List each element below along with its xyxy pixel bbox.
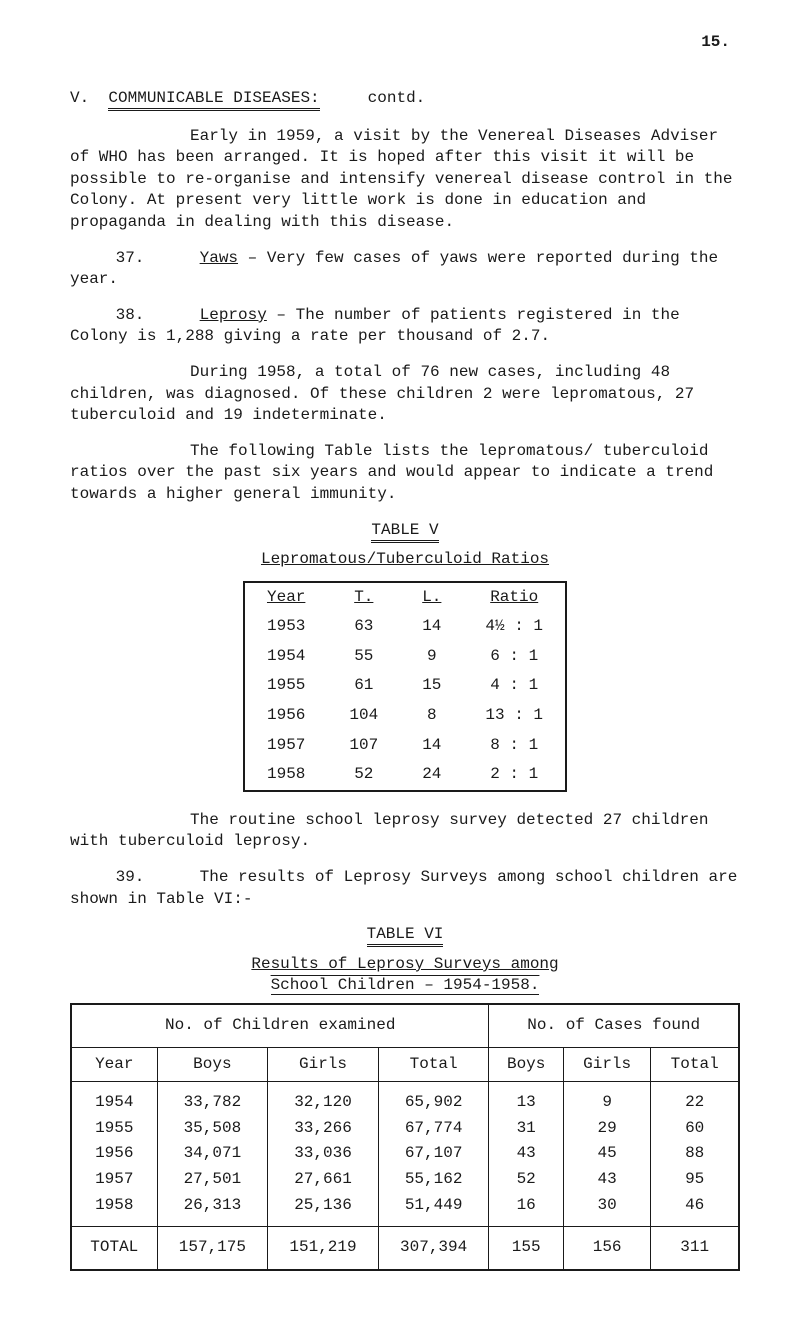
paragraph-routine-survey: The routine school leprosy survey detect… [70, 810, 740, 853]
page-number: 15. [701, 32, 730, 54]
para-37-number: 37. [70, 248, 190, 270]
section-heading: V. COMMUNICABLE DISEASES: contd. [70, 88, 740, 110]
section-contd: contd. [368, 89, 426, 107]
table-vi-group-found: No. of Cases found [489, 1004, 739, 1047]
para-38-topic: Leprosy [200, 306, 267, 324]
table-v-label: TABLE V [70, 520, 740, 542]
paragraph-39: 39. The results of Leprosy Surveys among… [70, 867, 740, 910]
para-39-number: 39. [70, 867, 190, 889]
table-vi-caption: Results of Leprosy Surveys among School … [70, 954, 740, 997]
para-38-number: 38. [70, 305, 190, 327]
table-v: Year T. L. Ratio 195363144½ : 1 19545596… [243, 581, 567, 792]
table-vi-group-examined: No. of Children examined [71, 1004, 489, 1047]
paragraph-38: 38. Leprosy – The number of patients reg… [70, 305, 740, 348]
table-v-hdr-t: T. [354, 588, 373, 606]
table-v-caption: Lepromatous/Tuberculoid Ratios [70, 549, 740, 571]
table-v-hdr-year: Year [267, 588, 305, 606]
table-v-hdr-l: L. [422, 588, 441, 606]
para-37-topic: Yaws [200, 249, 238, 267]
table-vi: No. of Children examined No. of Cases fo… [70, 1003, 740, 1271]
paragraph-table-intro: The following Table lists the lepromatou… [70, 441, 740, 506]
section-number: V. [70, 89, 89, 107]
table-v-hdr-ratio: Ratio [490, 588, 538, 606]
section-title: COMMUNICABLE DISEASES: [108, 89, 319, 111]
paragraph-37: 37. Yaws – Very few cases of yaws were r… [70, 248, 740, 291]
table-vi-label: TABLE VI [70, 924, 740, 946]
paragraph-intro: Early in 1959, a visit by the Venereal D… [70, 126, 740, 234]
paragraph-1958-cases: During 1958, a total of 76 new cases, in… [70, 362, 740, 427]
